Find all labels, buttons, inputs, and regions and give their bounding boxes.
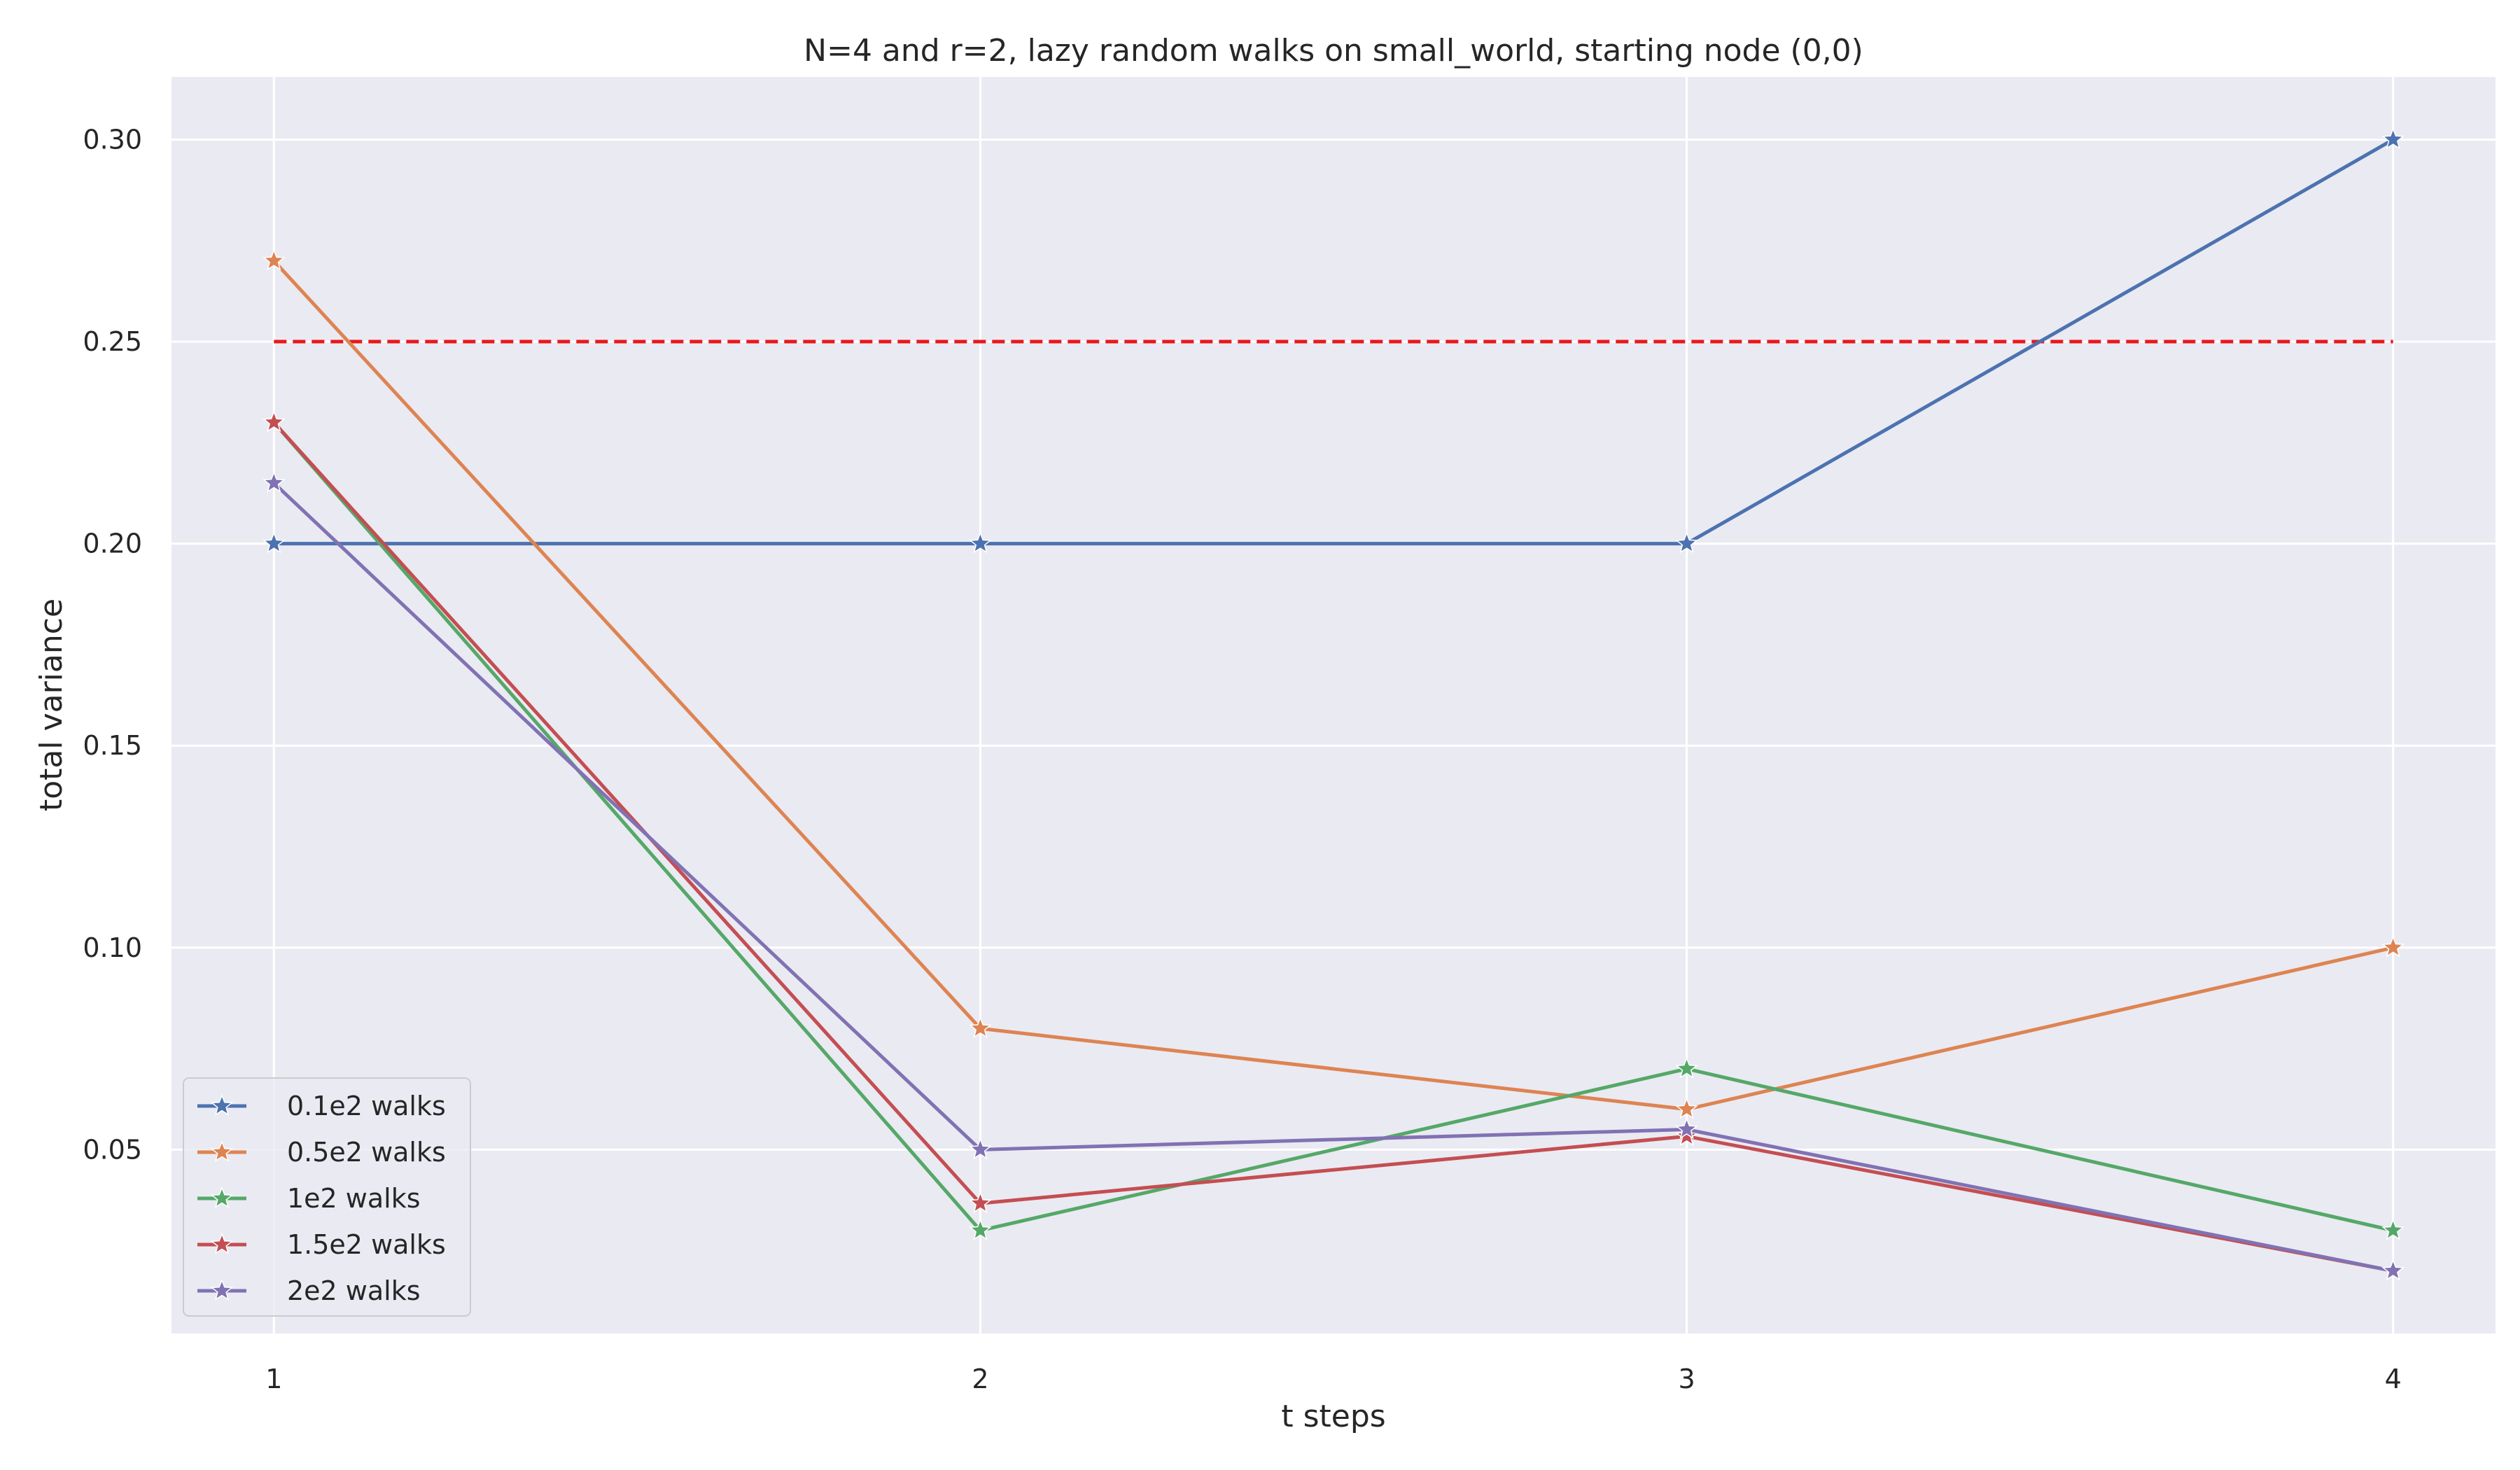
legend-label: 0.5e2 walks [287, 1137, 446, 1168]
y-tick-label: 0.15 [83, 730, 142, 761]
x-tick-label: 4 [2385, 1364, 2402, 1394]
legend-label: 1.5e2 walks [287, 1229, 446, 1260]
chart-title: N=4 and r=2, lazy random walks on small_… [804, 33, 1863, 69]
y-tick-label: 0.10 [83, 932, 142, 963]
y-axis-label: total variance [34, 598, 69, 811]
legend-label: 2e2 walks [287, 1275, 421, 1306]
x-tick-label: 1 [265, 1364, 282, 1394]
legend-label: 1e2 walks [287, 1183, 421, 1214]
y-tick-label: 0.30 [83, 124, 142, 155]
x-tick-label: 2 [972, 1364, 988, 1394]
legend-label: 0.1e2 walks [287, 1091, 446, 1121]
x-axis-label: t steps [1281, 1399, 1385, 1434]
legend: 0.1e2 walks 0.5e2 walks 1e2 walks 1.5e2 wal… [183, 1078, 470, 1316]
y-tick-label: 0.25 [83, 326, 142, 357]
y-tick-label: 0.20 [83, 528, 142, 559]
x-tick-label: 3 [1678, 1364, 1695, 1394]
y-tick-label: 0.05 [83, 1134, 142, 1165]
